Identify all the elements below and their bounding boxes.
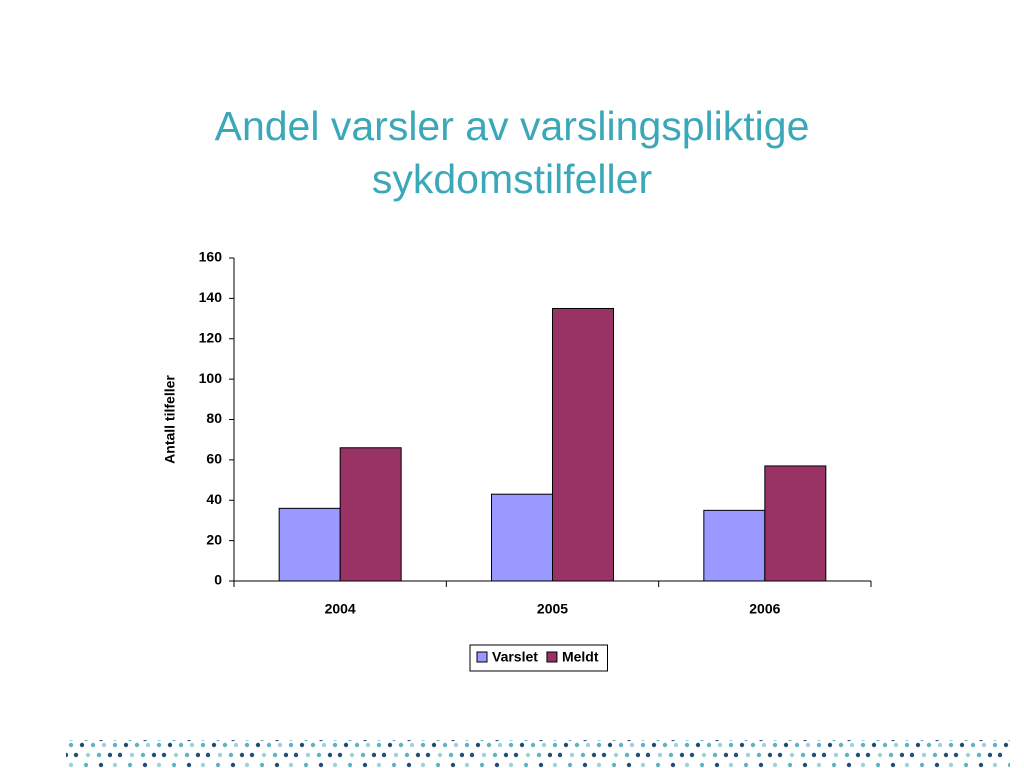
chart-title: Andel varsler av varslingspliktige sykdo…: [214, 103, 810, 202]
legend-label: Varslet: [492, 649, 538, 665]
y-tick-label: 120: [199, 329, 223, 345]
bar: [764, 465, 827, 582]
bar: [552, 307, 614, 582]
x-tick-label: 2004: [325, 601, 356, 617]
bar: [339, 447, 402, 582]
decoration: [66, 740, 1010, 768]
y-axis-label: Antall tilfeller: [162, 375, 178, 464]
y-tick-label: 40: [206, 491, 222, 507]
legend-swatch: [546, 651, 558, 663]
bar: [278, 507, 341, 582]
legend: [469, 644, 608, 672]
bar: [703, 509, 766, 582]
y-tick-label: 0: [214, 572, 222, 588]
legend-swatch: [476, 651, 488, 663]
x-tick-label: 2005: [537, 601, 568, 617]
y-tick-label: 100: [199, 370, 223, 386]
y-tick-label: 160: [199, 249, 223, 265]
legend-label: Meldt: [562, 649, 599, 665]
x-tick-label: 2006: [749, 601, 780, 617]
y-tick-label: 140: [199, 289, 223, 305]
y-tick-label: 60: [206, 451, 222, 467]
bar: [491, 493, 553, 582]
y-tick-label: 20: [206, 531, 222, 547]
y-tick-label: 80: [206, 410, 222, 426]
